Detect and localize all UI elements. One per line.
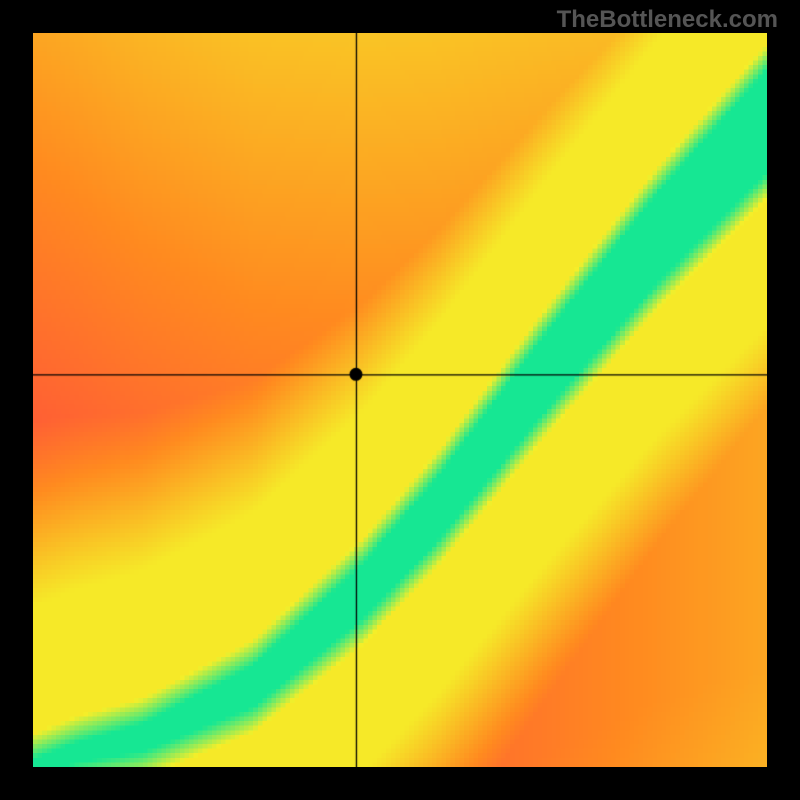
bottleneck-heatmap	[33, 33, 767, 767]
watermark-text: TheBottleneck.com	[557, 6, 778, 34]
chart-container: TheBottleneck.com	[0, 0, 800, 800]
